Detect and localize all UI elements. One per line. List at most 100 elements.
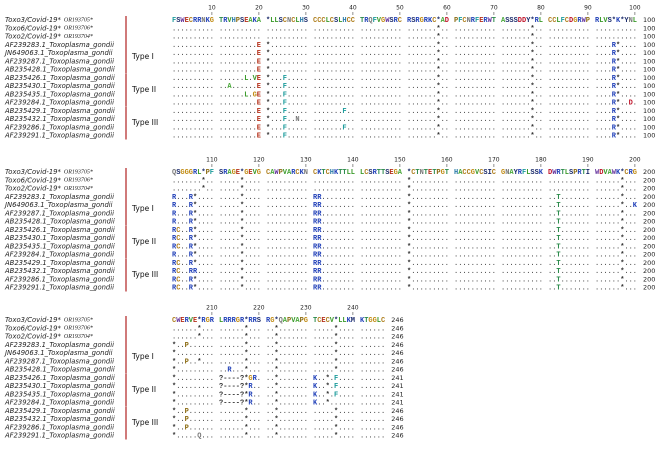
residue: .: [347, 116, 351, 124]
sequence-chunk: ..*.......: [266, 342, 308, 350]
sequence-chunk: ..........: [454, 177, 496, 185]
residue: .: [232, 227, 236, 235]
residue: .: [381, 58, 385, 66]
residue: .: [526, 42, 530, 50]
residue: .: [368, 284, 372, 292]
residue: .: [424, 243, 428, 251]
sequence-chunk: K..*.F....: [313, 383, 355, 391]
residue: *: [620, 177, 624, 185]
residue: .: [586, 276, 590, 284]
ruler-number: 130: [300, 157, 312, 164]
residue: G: [185, 169, 189, 177]
residue: .: [321, 194, 325, 202]
residue: .: [227, 260, 231, 268]
residue: .: [236, 243, 240, 251]
residue: *: [266, 58, 270, 66]
residue: .: [347, 218, 351, 226]
residue: .: [274, 276, 278, 284]
residue: .: [505, 25, 509, 33]
residue: .: [364, 177, 368, 185]
residue: .: [351, 202, 355, 210]
residue: .: [522, 99, 526, 107]
residue: .: [385, 235, 389, 243]
sequence-name: AF239284.1_Toxoplasma_gondii: [4, 251, 114, 259]
residue: .: [377, 75, 381, 83]
residue: .: [351, 408, 355, 416]
residue: .: [530, 194, 534, 202]
residue: .: [483, 83, 487, 91]
residue: V: [475, 169, 480, 177]
residue: .: [227, 75, 231, 83]
residue: C: [291, 17, 295, 25]
residue: .: [505, 284, 509, 292]
residue: .: [180, 391, 184, 399]
sequence-chunk: .....*....: [219, 235, 261, 243]
residue: .: [492, 243, 496, 251]
sequence-chunk: RR........: [313, 210, 355, 218]
residue: .: [505, 116, 509, 124]
residue: .: [398, 202, 402, 210]
residue: .: [586, 284, 590, 292]
residue: .: [253, 42, 257, 50]
residue: .: [535, 75, 539, 83]
residue: .: [300, 358, 304, 366]
end-position: 246: [391, 415, 403, 423]
sequence-chunk: ......*...: [595, 194, 637, 202]
residue: .: [633, 218, 637, 226]
residue: R: [240, 317, 245, 325]
residue: *: [244, 383, 248, 391]
residue: T: [556, 235, 560, 243]
residue: .: [180, 194, 184, 202]
residue: .: [599, 108, 603, 116]
residue: C: [624, 169, 628, 177]
residue: .: [176, 399, 180, 407]
residue: .: [462, 227, 466, 235]
residue: .: [334, 99, 338, 107]
residue: .: [300, 66, 304, 74]
residue: .: [330, 325, 334, 333]
residue: .: [548, 42, 552, 50]
residue: .: [620, 75, 624, 83]
residue: *: [407, 284, 411, 292]
residue: .: [505, 42, 509, 50]
residue: .: [368, 424, 372, 432]
residue: .: [201, 124, 205, 132]
residue: .: [505, 227, 509, 235]
residue: .: [518, 83, 522, 91]
residue: G: [573, 17, 577, 25]
residue: .: [351, 66, 355, 74]
residue: .: [253, 50, 257, 58]
sequence-chunk: ....R*....: [595, 50, 637, 58]
residue: .: [206, 251, 210, 259]
residue: *: [620, 202, 624, 210]
residue: T: [556, 284, 560, 292]
residue: .: [415, 227, 419, 235]
residue: .: [505, 66, 509, 74]
residue: .: [424, 124, 428, 132]
residue: *: [274, 399, 278, 407]
residue: .: [236, 210, 240, 218]
residue: *: [240, 185, 244, 193]
sequence-chunk: *...F..N..: [266, 116, 308, 124]
residue: *: [436, 42, 440, 50]
residue: .: [351, 284, 355, 292]
residue: .: [274, 83, 278, 91]
residue: .: [330, 358, 334, 366]
residue: .: [248, 66, 252, 74]
residue: .: [573, 243, 577, 251]
residue: .: [248, 260, 252, 268]
residue: V: [227, 17, 232, 25]
residue: S: [411, 17, 415, 25]
residue: .: [526, 50, 530, 58]
sequence-chunk: ..T.......: [548, 202, 590, 210]
residue: S: [304, 17, 308, 25]
residue: .: [347, 91, 351, 99]
sequence-chunk: RC..R*....: [172, 227, 214, 235]
sequence-chunk: WDVAWK*CRG: [595, 169, 637, 177]
residue: .: [219, 25, 223, 33]
sequence-chunk: .....*....: [219, 268, 261, 276]
residue: .: [501, 194, 505, 202]
residue: .: [377, 251, 381, 259]
residue: .: [236, 33, 240, 41]
residue: .: [586, 227, 590, 235]
